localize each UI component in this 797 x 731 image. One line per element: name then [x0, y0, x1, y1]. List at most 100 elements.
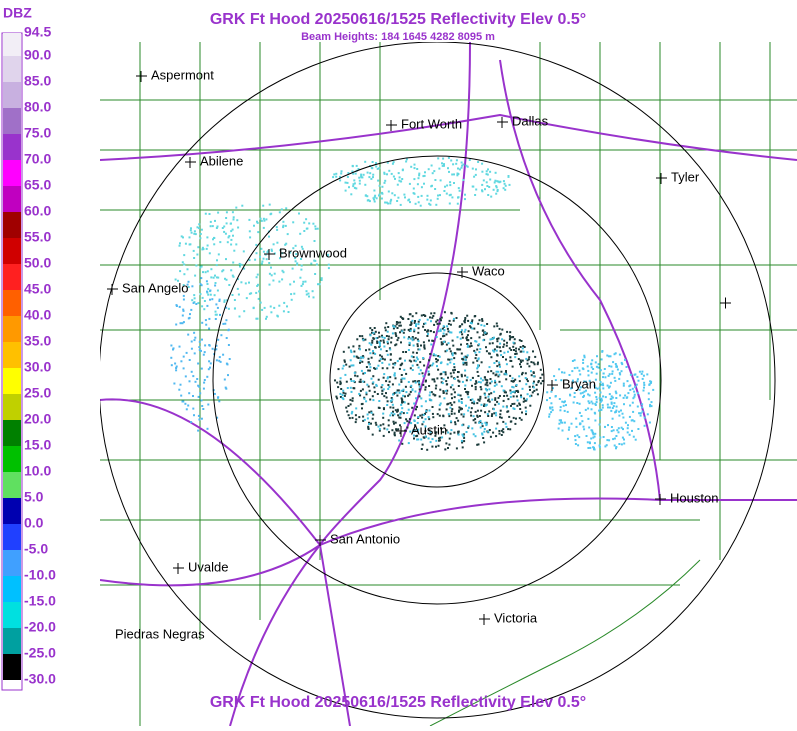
echo-pixel: [383, 172, 386, 175]
echo-pixel: [347, 405, 350, 407]
echo-pixel: [495, 427, 498, 430]
echo-pixel: [618, 414, 621, 417]
echo-pixel: [650, 380, 653, 383]
echo-pixel: [438, 404, 441, 407]
echo-pixel: [608, 439, 611, 442]
echo-pixel: [373, 189, 376, 192]
echo-pixel: [494, 379, 496, 382]
echo-pixel: [211, 298, 214, 301]
echo-pixel: [591, 429, 594, 432]
echo-pixel: [203, 381, 206, 384]
echo-pixel: [420, 194, 423, 197]
echo-pixel: [270, 248, 273, 251]
echo-pixel: [636, 375, 639, 378]
echo-pixel: [178, 305, 181, 308]
echo-pixel: [362, 415, 365, 418]
echo-pixel: [393, 434, 396, 437]
echo-pixel: [422, 341, 425, 344]
echo-pixel: [202, 408, 205, 410]
echo-pixel: [385, 392, 387, 395]
echo-pixel: [368, 342, 371, 345]
echo-pixel: [614, 363, 617, 365]
echo-pixel: [427, 332, 429, 335]
echo-pixel: [270, 249, 273, 252]
echo-pixel: [426, 198, 429, 201]
echo-pixel: [647, 398, 650, 401]
echo-pixel: [445, 442, 448, 445]
echo-pixel: [464, 358, 467, 361]
echo-pixel: [472, 419, 475, 422]
echo-pixel: [569, 393, 571, 396]
echo-pixel: [428, 418, 431, 421]
echo-pixel: [493, 390, 496, 393]
echo-pixel: [631, 401, 634, 404]
echo-pixel: [370, 410, 373, 413]
echo-pixel: [434, 179, 437, 181]
echo-pixel: [518, 375, 521, 378]
echo-pixel: [549, 407, 552, 410]
echo-pixel: [463, 440, 466, 443]
echo-pixel: [391, 398, 394, 401]
echo-pixel: [417, 416, 420, 418]
echo-pixel: [349, 386, 352, 389]
echo-pixel: [316, 227, 319, 230]
echo-pixel: [450, 375, 453, 378]
echo-pixel: [232, 216, 235, 219]
colorbar-label: -5.0: [24, 541, 48, 557]
echo-pixel: [641, 403, 644, 406]
echo-pixel: [463, 436, 466, 439]
echo-pixel: [303, 221, 306, 224]
echo-pixel: [469, 399, 472, 401]
echo-pixel: [259, 255, 261, 258]
echo-pixel: [346, 387, 349, 389]
echo-pixel: [432, 416, 435, 419]
echo-pixel: [528, 356, 531, 359]
echo-pixel: [431, 316, 434, 319]
echo-pixel: [606, 354, 609, 357]
echo-pixel: [448, 358, 451, 361]
echo-pixel: [383, 373, 386, 376]
echo-pixel: [514, 378, 517, 381]
echo-pixel: [548, 413, 551, 416]
echo-pixel: [457, 419, 460, 422]
footer-title: GRK Ft Hood 20250616/1525 Reflectivity E…: [210, 694, 586, 711]
echo-pixel: [197, 414, 200, 417]
echo-pixel: [433, 323, 436, 326]
echo-pixel: [602, 372, 605, 375]
echo-pixel: [498, 363, 501, 366]
echo-pixel: [641, 410, 644, 413]
echo-pixel: [429, 353, 432, 355]
echo-pixel: [463, 321, 466, 324]
echo-pixel: [370, 177, 373, 180]
echo-pixel: [286, 305, 288, 308]
echo-pixel: [490, 415, 493, 417]
echo-pixel: [192, 375, 195, 378]
echo-pixel: [584, 408, 587, 411]
echo-pixel: [448, 331, 451, 334]
echo-pixel: [178, 388, 181, 391]
echo-pixel: [196, 378, 199, 380]
echo-pixel: [170, 344, 173, 347]
echo-pixel: [450, 403, 453, 406]
echo-pixel: [525, 357, 528, 360]
echo-pixel: [472, 361, 475, 364]
echo-pixel: [209, 220, 212, 223]
echo-pixel: [400, 411, 403, 413]
echo-pixel: [408, 421, 411, 424]
echo-pixel: [390, 198, 393, 201]
echo-pixel: [530, 370, 532, 373]
echo-pixel: [245, 297, 248, 300]
echo-pixel: [581, 420, 584, 423]
echo-pixel: [429, 203, 432, 206]
echo-pixel: [391, 429, 394, 432]
echo-pixel: [581, 391, 584, 394]
echo-pixel: [201, 405, 204, 407]
echo-pixel: [413, 163, 416, 166]
echo-pixel: [362, 372, 365, 375]
echo-pixel: [487, 395, 490, 398]
colorbar-label: 55.0: [24, 229, 51, 245]
echo-pixel: [461, 446, 464, 449]
echo-pixel: [629, 388, 632, 391]
echo-pixel: [572, 401, 575, 404]
echo-pixel: [402, 394, 405, 397]
